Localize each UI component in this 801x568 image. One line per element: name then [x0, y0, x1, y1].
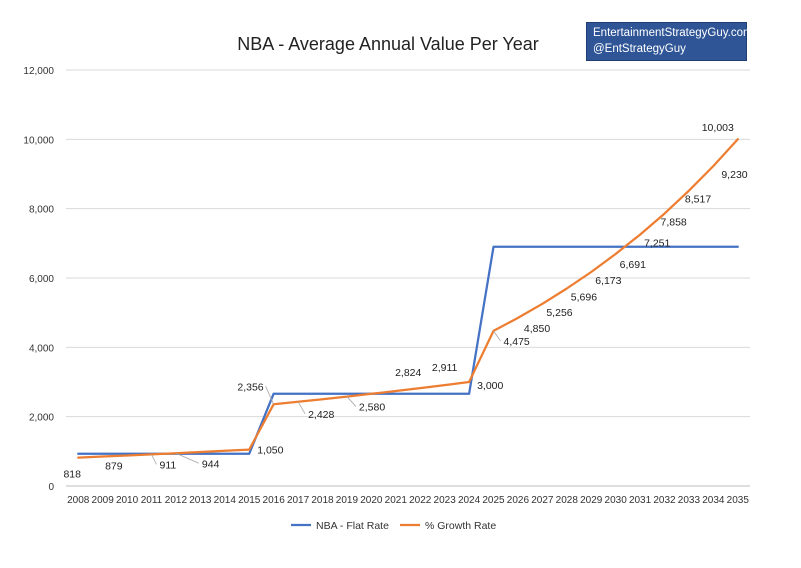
data-label-2030: 6,691	[620, 259, 646, 271]
series-lines	[77, 138, 739, 459]
x-tick-label-2010: 2010	[116, 495, 139, 506]
x-tick-label-2008: 2008	[67, 495, 90, 506]
watermark-box: EntertainmentStrategyGuy.com @EntStrateg…	[586, 22, 753, 61]
data-label-2019: 2,580	[359, 402, 385, 414]
x-tick-label-2026: 2026	[507, 495, 530, 506]
data-label-leader-2012	[175, 452, 200, 464]
data-label-2024: 3,000	[477, 380, 503, 392]
data-label-leader-2019	[346, 396, 357, 407]
x-tick-label-2013: 2013	[189, 495, 212, 506]
y-tick-label-0: 0	[48, 482, 54, 493]
x-tick-label-2011: 2011	[141, 495, 163, 506]
x-tick-label-2020: 2020	[360, 495, 383, 506]
x-tick-label-2009: 2009	[92, 495, 115, 506]
y-tick-label-2: 4,000	[29, 343, 54, 354]
data-label-2015: 1,050	[257, 445, 283, 457]
series-line-0	[77, 245, 739, 455]
series-line-1	[77, 138, 739, 459]
x-tick-label-2015: 2015	[238, 495, 261, 506]
y-axis-ticks: 0 2,000 4,000 6,000 8,000 10,000 12,000	[23, 66, 54, 493]
x-tick-label-2023: 2023	[434, 495, 457, 506]
x-tick-label-2035: 2035	[727, 495, 750, 506]
watermark-handle: @EntStrategyGuy	[593, 43, 686, 55]
x-tick-label-2032: 2032	[653, 495, 676, 506]
data-label-2017: 2,428	[308, 409, 334, 421]
x-tick-label-2021: 2021	[385, 495, 408, 506]
data-label-2035: 10,003	[702, 122, 734, 134]
data-label-2016: 2,356	[237, 381, 263, 393]
data-label-2025: 4,475	[504, 336, 530, 348]
data-label-2010: 879	[105, 461, 123, 473]
legend-label-1: % Growth Rate	[425, 520, 496, 532]
data-label-2022: 2,824	[395, 367, 421, 379]
x-tick-label-2012: 2012	[165, 495, 188, 506]
data-label-2029: 6,173	[595, 275, 621, 287]
data-label-2033: 8,517	[685, 194, 711, 206]
x-tick-label-2019: 2019	[336, 495, 359, 506]
x-tick-label-2017: 2017	[287, 495, 310, 506]
y-tick-label-5: 10,000	[23, 135, 54, 146]
data-label-2023: 2,911	[432, 362, 458, 374]
y-tick-label-3: 6,000	[29, 274, 54, 285]
x-tick-label-2014: 2014	[214, 495, 237, 506]
data-label-2032: 7,858	[661, 217, 687, 229]
data-label-leader-2017	[297, 401, 306, 415]
legend: NBA - Flat Rate % Growth Rate	[291, 520, 496, 532]
chart-title: NBA - Average Annual Value Per Year	[237, 34, 539, 54]
data-label-leader-2016	[265, 386, 275, 405]
legend-label-0: NBA - Flat Rate	[316, 520, 389, 532]
x-tick-label-2029: 2029	[580, 495, 603, 506]
x-tick-label-2034: 2034	[702, 495, 725, 506]
x-tick-label-2028: 2028	[556, 495, 579, 506]
x-tick-label-2024: 2024	[458, 495, 481, 506]
x-tick-label-2022: 2022	[409, 495, 432, 506]
x-axis-ticks: 2008 2009 2010 2011 2012 2013 2014 2015 2016 2017…	[67, 495, 749, 506]
x-tick-label-2030: 2030	[605, 495, 628, 506]
x-tick-label-2016: 2016	[263, 495, 286, 506]
x-tick-label-2027: 2027	[531, 495, 554, 506]
data-label-leader-2025	[493, 330, 501, 342]
data-label-2034: 9,230	[721, 169, 747, 181]
y-tick-label-1: 2,000	[29, 413, 54, 424]
data-label-2011: 911	[160, 459, 177, 471]
watermark-site: EntertainmentStrategyGuy.com	[593, 27, 753, 39]
x-tick-label-2025: 2025	[482, 495, 505, 506]
data-label-2012: 944	[202, 458, 220, 470]
gridlines	[66, 69, 750, 487]
y-tick-label-4: 8,000	[29, 205, 54, 216]
data-label-2031: 7,251	[644, 238, 670, 250]
data-label-2027: 5,256	[546, 307, 572, 319]
data-label-leader-2011	[151, 454, 157, 465]
y-tick-label-6: 12,000	[23, 66, 54, 77]
data-label-2026: 4,850	[524, 323, 550, 335]
data-labels: 818 879 911 944 1,050 2,356 2,428 2,580 2,824 2,9…	[63, 122, 747, 480]
data-label-2008: 818	[63, 469, 81, 481]
data-label-2028: 5,696	[571, 292, 597, 304]
x-tick-label-2033: 2033	[678, 495, 701, 506]
x-tick-label-2018: 2018	[311, 495, 334, 506]
x-tick-label-2031: 2031	[629, 495, 652, 506]
